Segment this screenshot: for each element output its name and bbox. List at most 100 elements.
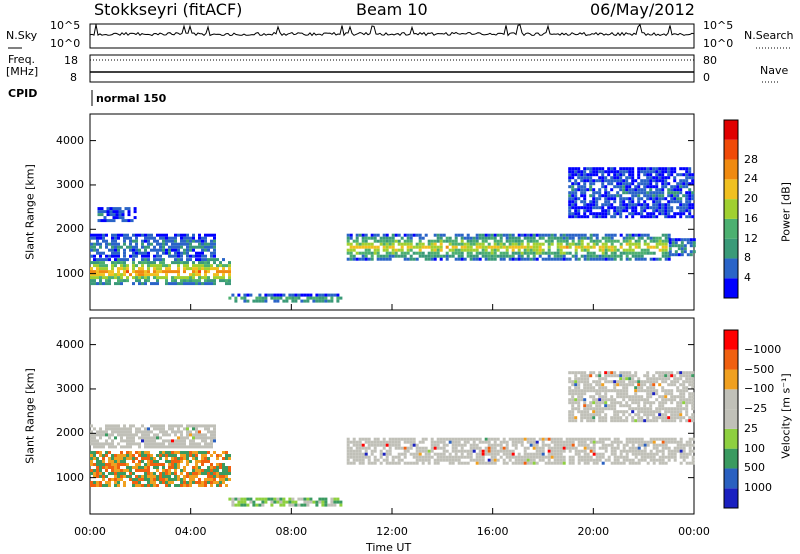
heatmap-cell bbox=[683, 247, 687, 251]
heatmap-cell bbox=[562, 251, 566, 255]
heatmap-cell bbox=[192, 267, 195, 271]
heatmap-cell bbox=[568, 197, 572, 201]
heatmap-cell bbox=[427, 449, 431, 453]
heatmap-cell bbox=[162, 466, 165, 469]
heatmap-cell bbox=[162, 442, 165, 446]
heatmap-cell bbox=[129, 457, 132, 460]
heatmap-cell bbox=[150, 454, 153, 457]
heatmap-cell bbox=[622, 392, 626, 396]
heatmap-cell bbox=[677, 238, 681, 242]
heatmap-cell bbox=[135, 233, 138, 237]
heatmap-cell bbox=[613, 245, 617, 249]
heatmap-cell bbox=[159, 245, 162, 249]
heatmap-cell bbox=[448, 242, 452, 246]
heatmap-cell bbox=[661, 377, 665, 381]
heatmap-cell bbox=[228, 497, 232, 501]
heatmap-cell bbox=[168, 460, 171, 463]
heatmap-cell bbox=[379, 461, 383, 465]
heatmap-cell bbox=[532, 443, 536, 447]
heatmap-cell bbox=[643, 179, 647, 183]
heatmap-cell bbox=[505, 254, 509, 258]
heatmap-cell bbox=[189, 245, 192, 249]
heatmap-cell bbox=[165, 439, 168, 443]
heatmap-cell bbox=[228, 264, 231, 268]
heatmap-cell bbox=[442, 239, 446, 243]
heatmap-cell bbox=[132, 436, 135, 440]
heatmap-cell bbox=[315, 293, 319, 297]
nsky-trace bbox=[89, 23, 695, 38]
heatmap-cell bbox=[168, 481, 171, 484]
heatmap-cell bbox=[481, 239, 485, 243]
heatmap-cell bbox=[123, 427, 126, 431]
heatmap-cell bbox=[159, 442, 162, 446]
heatmap-cell bbox=[210, 469, 213, 472]
heatmap-cell bbox=[628, 167, 632, 171]
heatmap-cell bbox=[595, 242, 599, 246]
heatmap-cell bbox=[424, 257, 428, 261]
heatmap-cell bbox=[613, 212, 617, 216]
heatmap-cell bbox=[132, 481, 135, 484]
heatmap-cell bbox=[108, 276, 111, 280]
heatmap-cell bbox=[228, 296, 232, 300]
heatmap-cell bbox=[583, 245, 587, 249]
heatmap-cell bbox=[637, 452, 641, 456]
heatmap-cell bbox=[487, 242, 491, 246]
heatmap-cell bbox=[174, 430, 177, 434]
heatmap-cell bbox=[628, 236, 632, 240]
heatmap-cell bbox=[604, 437, 608, 441]
heatmap-cell bbox=[388, 251, 392, 255]
heatmap-cell bbox=[180, 245, 183, 249]
heatmap-cell bbox=[568, 191, 572, 195]
heatmap-cell bbox=[195, 463, 198, 466]
heatmap-cell bbox=[676, 188, 680, 192]
heatmap-cell bbox=[688, 194, 692, 198]
heatmap-cell bbox=[147, 236, 150, 240]
heatmap-cell bbox=[168, 236, 171, 240]
heatmap-cell bbox=[634, 392, 638, 396]
heatmap-cell bbox=[204, 273, 207, 277]
heatmap-cell bbox=[631, 248, 635, 252]
heatmap-cell bbox=[111, 254, 114, 258]
heatmap-cell bbox=[463, 245, 467, 249]
heatmap-cell bbox=[117, 233, 120, 237]
heatmap-cell bbox=[234, 503, 238, 507]
heatmap-cell bbox=[595, 197, 599, 201]
heatmap-cell bbox=[613, 194, 617, 198]
heatmap-cell bbox=[619, 461, 623, 465]
heatmap-cell bbox=[661, 452, 665, 456]
heatmap-cell bbox=[652, 191, 656, 195]
heatmap-cell bbox=[646, 245, 650, 249]
heatmap-cell bbox=[454, 239, 458, 243]
heatmap-cell bbox=[183, 457, 186, 460]
heatmap-cell bbox=[291, 500, 295, 504]
heatmap-cell bbox=[421, 449, 425, 453]
heatmap-cell bbox=[625, 440, 629, 444]
heatmap-cell bbox=[619, 440, 623, 444]
heatmap-cell bbox=[667, 407, 671, 411]
heatmap-cell bbox=[550, 461, 554, 465]
heatmap-cell bbox=[619, 167, 623, 171]
heatmap-cell bbox=[616, 443, 620, 447]
heatmap-cell bbox=[640, 389, 644, 393]
heatmap-cell bbox=[571, 416, 575, 420]
heatmap-cell bbox=[598, 398, 602, 402]
heatmap-cell bbox=[592, 215, 596, 219]
heatmap-cell bbox=[174, 245, 177, 249]
heatmap-cell bbox=[625, 176, 629, 180]
heatmap-cell bbox=[475, 245, 479, 249]
heatmap-cell bbox=[207, 258, 210, 262]
heatmap-cell bbox=[246, 503, 250, 507]
heatmap-cell bbox=[652, 413, 656, 417]
heatmap-cell bbox=[658, 200, 662, 204]
heatmap-cell bbox=[610, 233, 614, 237]
heatmap-cell bbox=[132, 454, 135, 457]
heatmap-cell bbox=[607, 398, 611, 402]
heatmap-cell bbox=[192, 279, 195, 283]
heatmap-cell bbox=[364, 236, 368, 240]
heatmap-cell bbox=[643, 203, 647, 207]
heatmap-cell bbox=[637, 404, 641, 408]
heatmap-cell bbox=[445, 245, 449, 249]
heatmap-cell bbox=[673, 374, 677, 378]
heatmap-cell bbox=[634, 380, 638, 384]
heatmap-cell bbox=[186, 460, 189, 463]
